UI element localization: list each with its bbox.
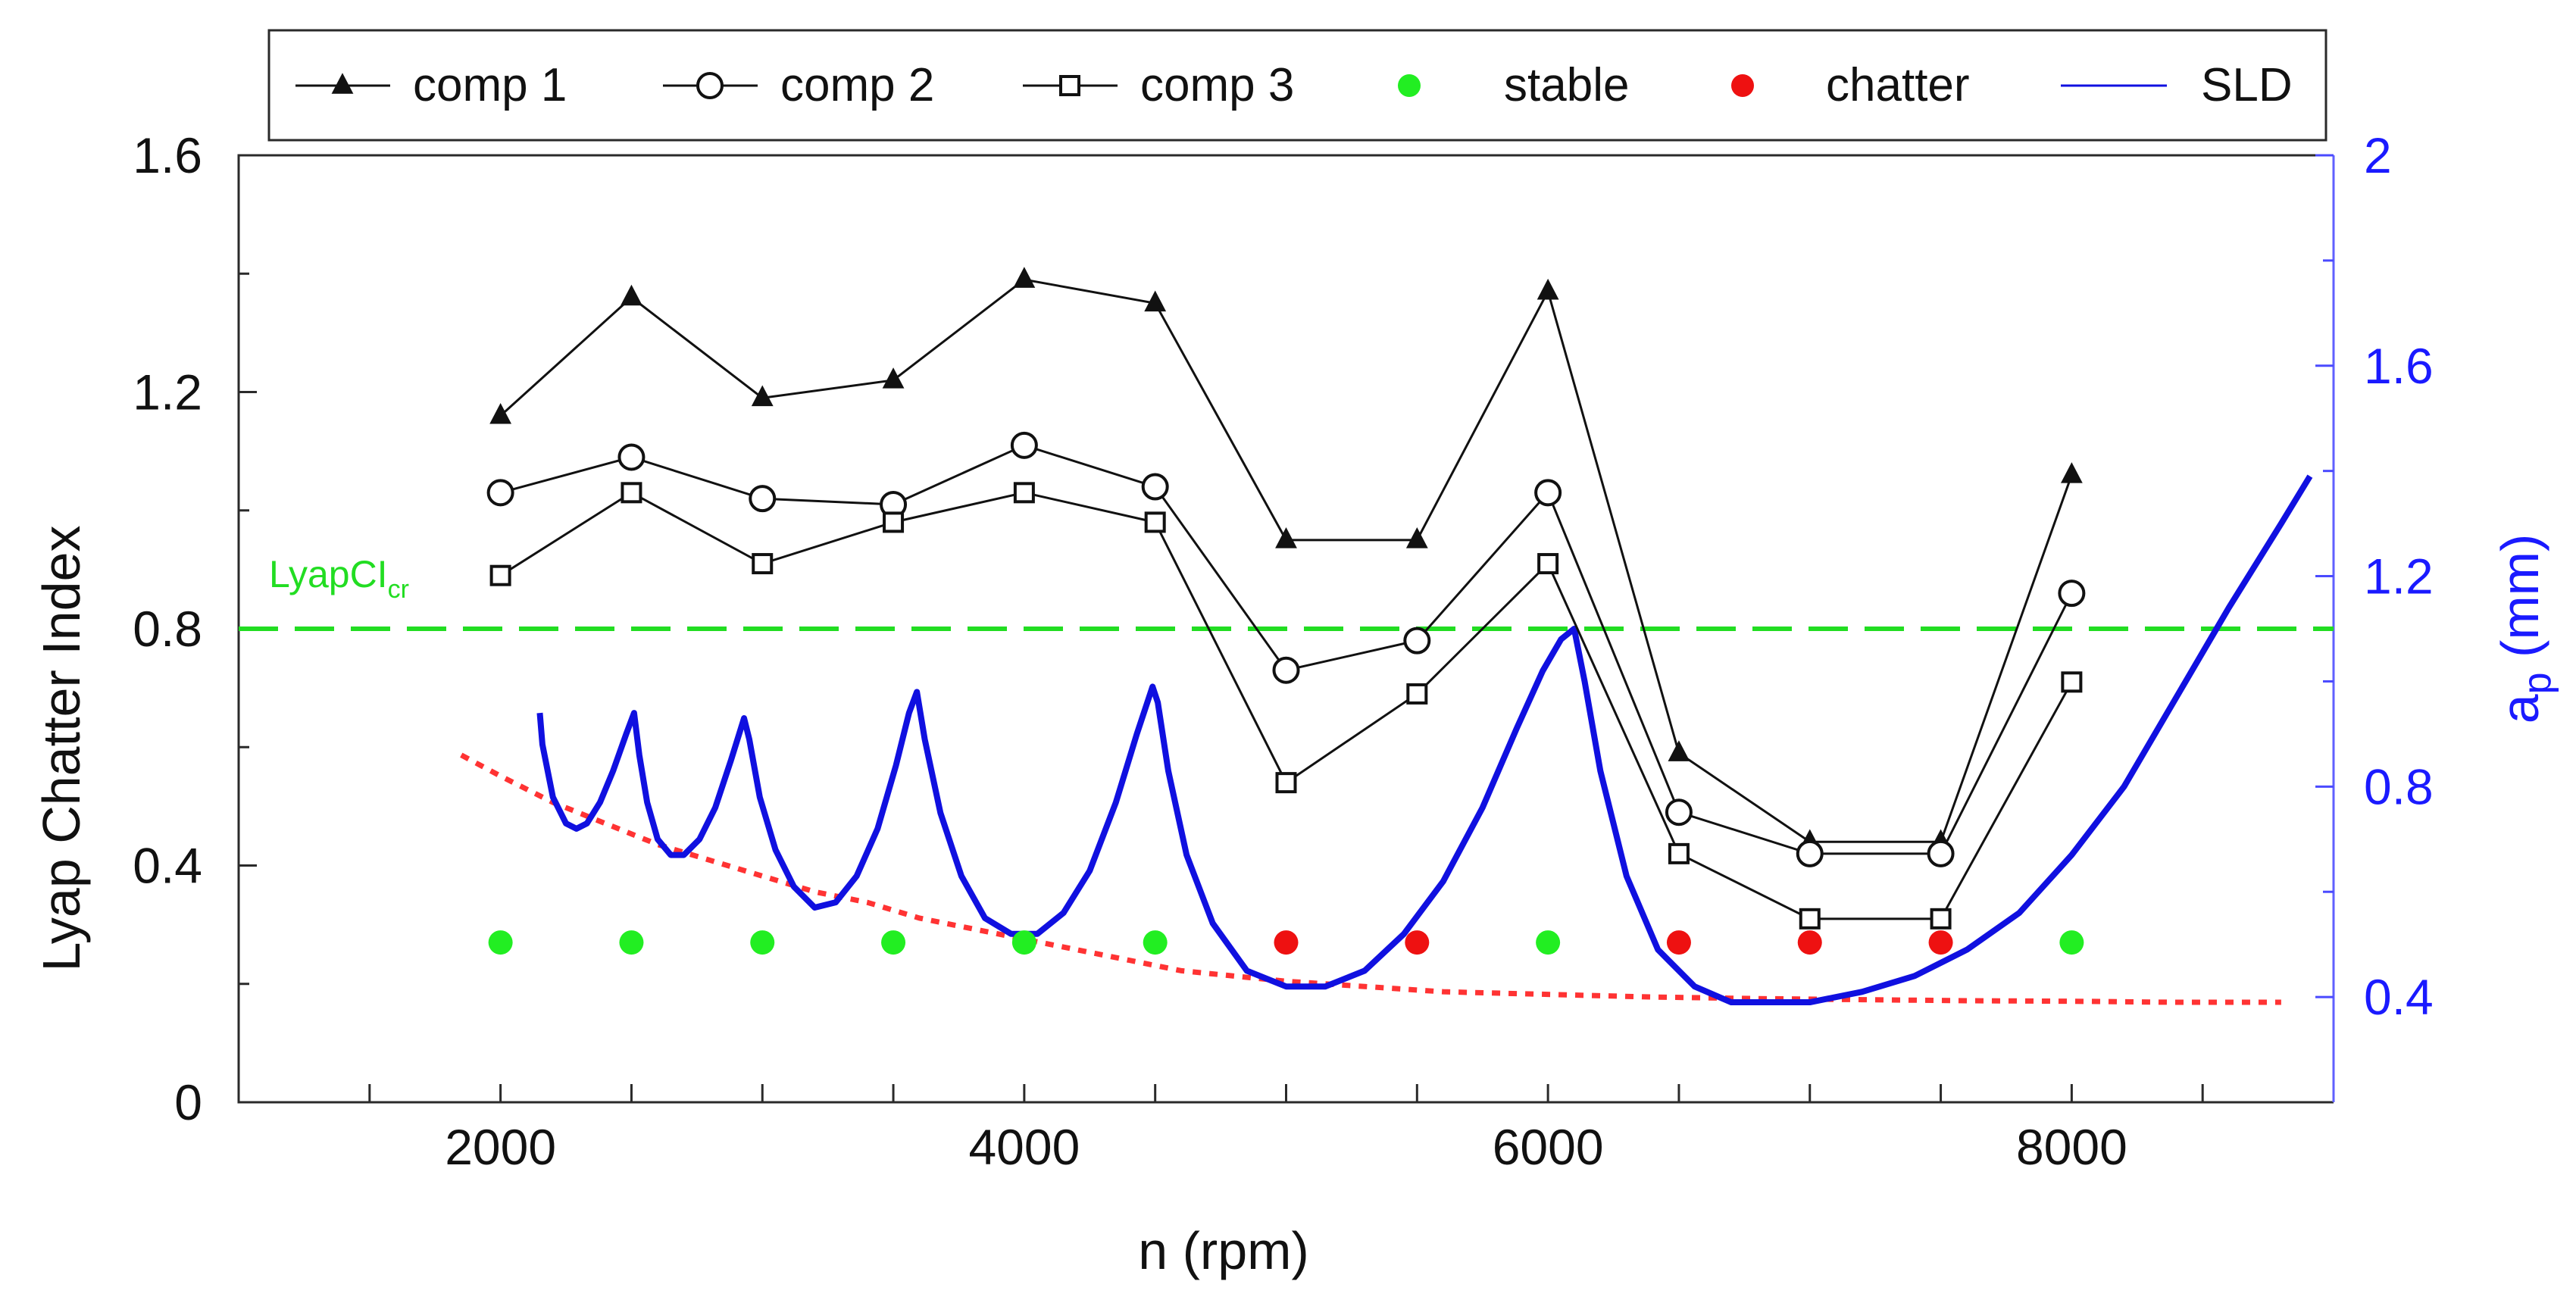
y-tick-label: 0.4 [133, 838, 202, 894]
point-comp-3 [1930, 908, 1952, 930]
legend-marker [1059, 75, 1080, 96]
y2-tick-label: 2 [2364, 127, 2392, 183]
point-comp-2 [2058, 580, 2086, 608]
point-comp-2 [1665, 798, 1693, 826]
point-comp-3 [1144, 511, 1166, 533]
legend-marker [696, 72, 724, 99]
point-comp-2 [1927, 839, 1955, 867]
chatter-point [1928, 930, 1953, 955]
legend-label: comp 2 [780, 59, 934, 111]
y2-tick-label: 1.2 [2364, 548, 2434, 605]
y2-axis-label-rest: (mm) [2490, 534, 2549, 673]
point-comp-2 [1272, 656, 1300, 684]
y-tick-label: 1.2 [133, 364, 202, 420]
series-layer [239, 267, 2334, 1006]
point-comp-1 [1668, 740, 1690, 761]
point-comp-3 [1799, 908, 1821, 930]
stable-point [488, 930, 513, 955]
point-comp-2 [749, 485, 777, 513]
stable-point [1011, 930, 1036, 955]
point-comp-1 [489, 402, 512, 424]
legend-label: comp 1 [413, 59, 567, 111]
point-comp-1 [882, 367, 905, 389]
y2-axis-label-base: a [2490, 694, 2549, 723]
point-comp-1 [1275, 527, 1297, 548]
point-comp-3 [1668, 842, 1690, 864]
point-comp-1 [1405, 527, 1428, 548]
point-comp-1 [1013, 267, 1036, 288]
point-comp-1 [1144, 290, 1167, 312]
stable-point [1143, 930, 1168, 955]
point-comp-3 [1275, 772, 1297, 794]
x-axis-label: n (rpm) [1138, 1221, 1309, 1280]
x-tick-label: 8000 [2016, 1119, 2127, 1175]
point-comp-2 [1796, 839, 1824, 867]
point-comp-1 [621, 284, 642, 306]
point-comp-2 [1534, 479, 1562, 507]
chatter-point [1274, 930, 1299, 955]
legend-label: comp 3 [1140, 59, 1294, 111]
legend-label: chatter [1826, 59, 1970, 111]
stable-point [750, 930, 775, 955]
point-comp-2 [1141, 473, 1169, 501]
y-tick-label: 0.8 [133, 601, 202, 657]
y-tick-label: 1.6 [133, 127, 202, 183]
series-line-comp-3 [499, 491, 2073, 920]
point-comp-3 [1537, 553, 1559, 575]
legend-label: stable [1504, 59, 1629, 111]
x-tick-label: 2000 [445, 1119, 556, 1175]
point-comp-3 [2061, 671, 2083, 693]
point-comp-1 [1537, 278, 1559, 300]
y2-tick-label: 1.6 [2364, 338, 2434, 394]
legend-marker [1731, 74, 1754, 97]
y-axis-label: Lyap Chatter Index [32, 526, 91, 972]
point-comp-3 [621, 482, 642, 504]
point-comp-3 [489, 564, 511, 586]
threshold-label-main: LyapCI [269, 553, 388, 595]
x-tick-label: 6000 [1493, 1119, 1604, 1175]
threshold-label: LyapCIcr [269, 553, 409, 604]
point-comp-2 [617, 443, 646, 471]
y2-tick-label: 0.8 [2364, 758, 2434, 814]
legend-marker [1398, 74, 1421, 97]
stable-point [619, 930, 644, 955]
chatter-point [1666, 930, 1691, 955]
y2-axis-label: ap (mm) [2490, 534, 2559, 724]
axes-layer: 0 0.4 0.8 1.2 1.6 2000 4000 6000 8000 0.4 0.8 1.2 1.… [133, 127, 2434, 1175]
stable-point [2059, 930, 2084, 955]
y2-tick-label: 0.4 [2364, 969, 2434, 1025]
series-line-comp-1 [499, 278, 2073, 843]
point-comp-3 [1406, 683, 1428, 705]
point-comp-3 [883, 511, 905, 533]
point-comp-3 [1013, 482, 1035, 504]
point-comp-2 [486, 479, 514, 507]
chatter-point [1797, 930, 1822, 955]
point-comp-1 [2060, 462, 2083, 483]
legend-marker [331, 73, 354, 94]
point-comp-2 [1010, 431, 1038, 459]
x-tick-label: 4000 [968, 1119, 1080, 1175]
legend: comp 1 comp 2 comp 3 stable chatter SLD [267, 29, 2327, 142]
stable-point [881, 930, 906, 955]
point-comp-3 [752, 553, 774, 575]
y2-axis-label-sub: p [2515, 672, 2559, 694]
legend-box [267, 29, 2327, 142]
sld-line [536, 474, 2313, 1006]
threshold-label-sub: cr [388, 575, 409, 604]
point-comp-1 [751, 385, 774, 407]
chatter-point [1405, 930, 1430, 955]
legend-label: SLD [2201, 59, 2293, 111]
y-tick-label: 0 [174, 1074, 202, 1130]
stable-point [1536, 930, 1561, 955]
point-comp-2 [1403, 627, 1431, 655]
